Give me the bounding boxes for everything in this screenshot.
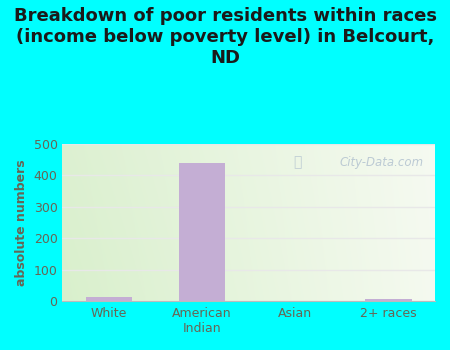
- Bar: [365, 299, 412, 301]
- Text: Breakdown of poor residents within races
(income below poverty level) in Belcour: Breakdown of poor residents within races…: [14, 7, 436, 66]
- Bar: [86, 297, 132, 301]
- Bar: [179, 162, 225, 301]
- Y-axis label: absolute numbers: absolute numbers: [15, 159, 28, 286]
- Text: ⓘ: ⓘ: [293, 155, 302, 169]
- Text: City-Data.com: City-Data.com: [340, 156, 424, 169]
